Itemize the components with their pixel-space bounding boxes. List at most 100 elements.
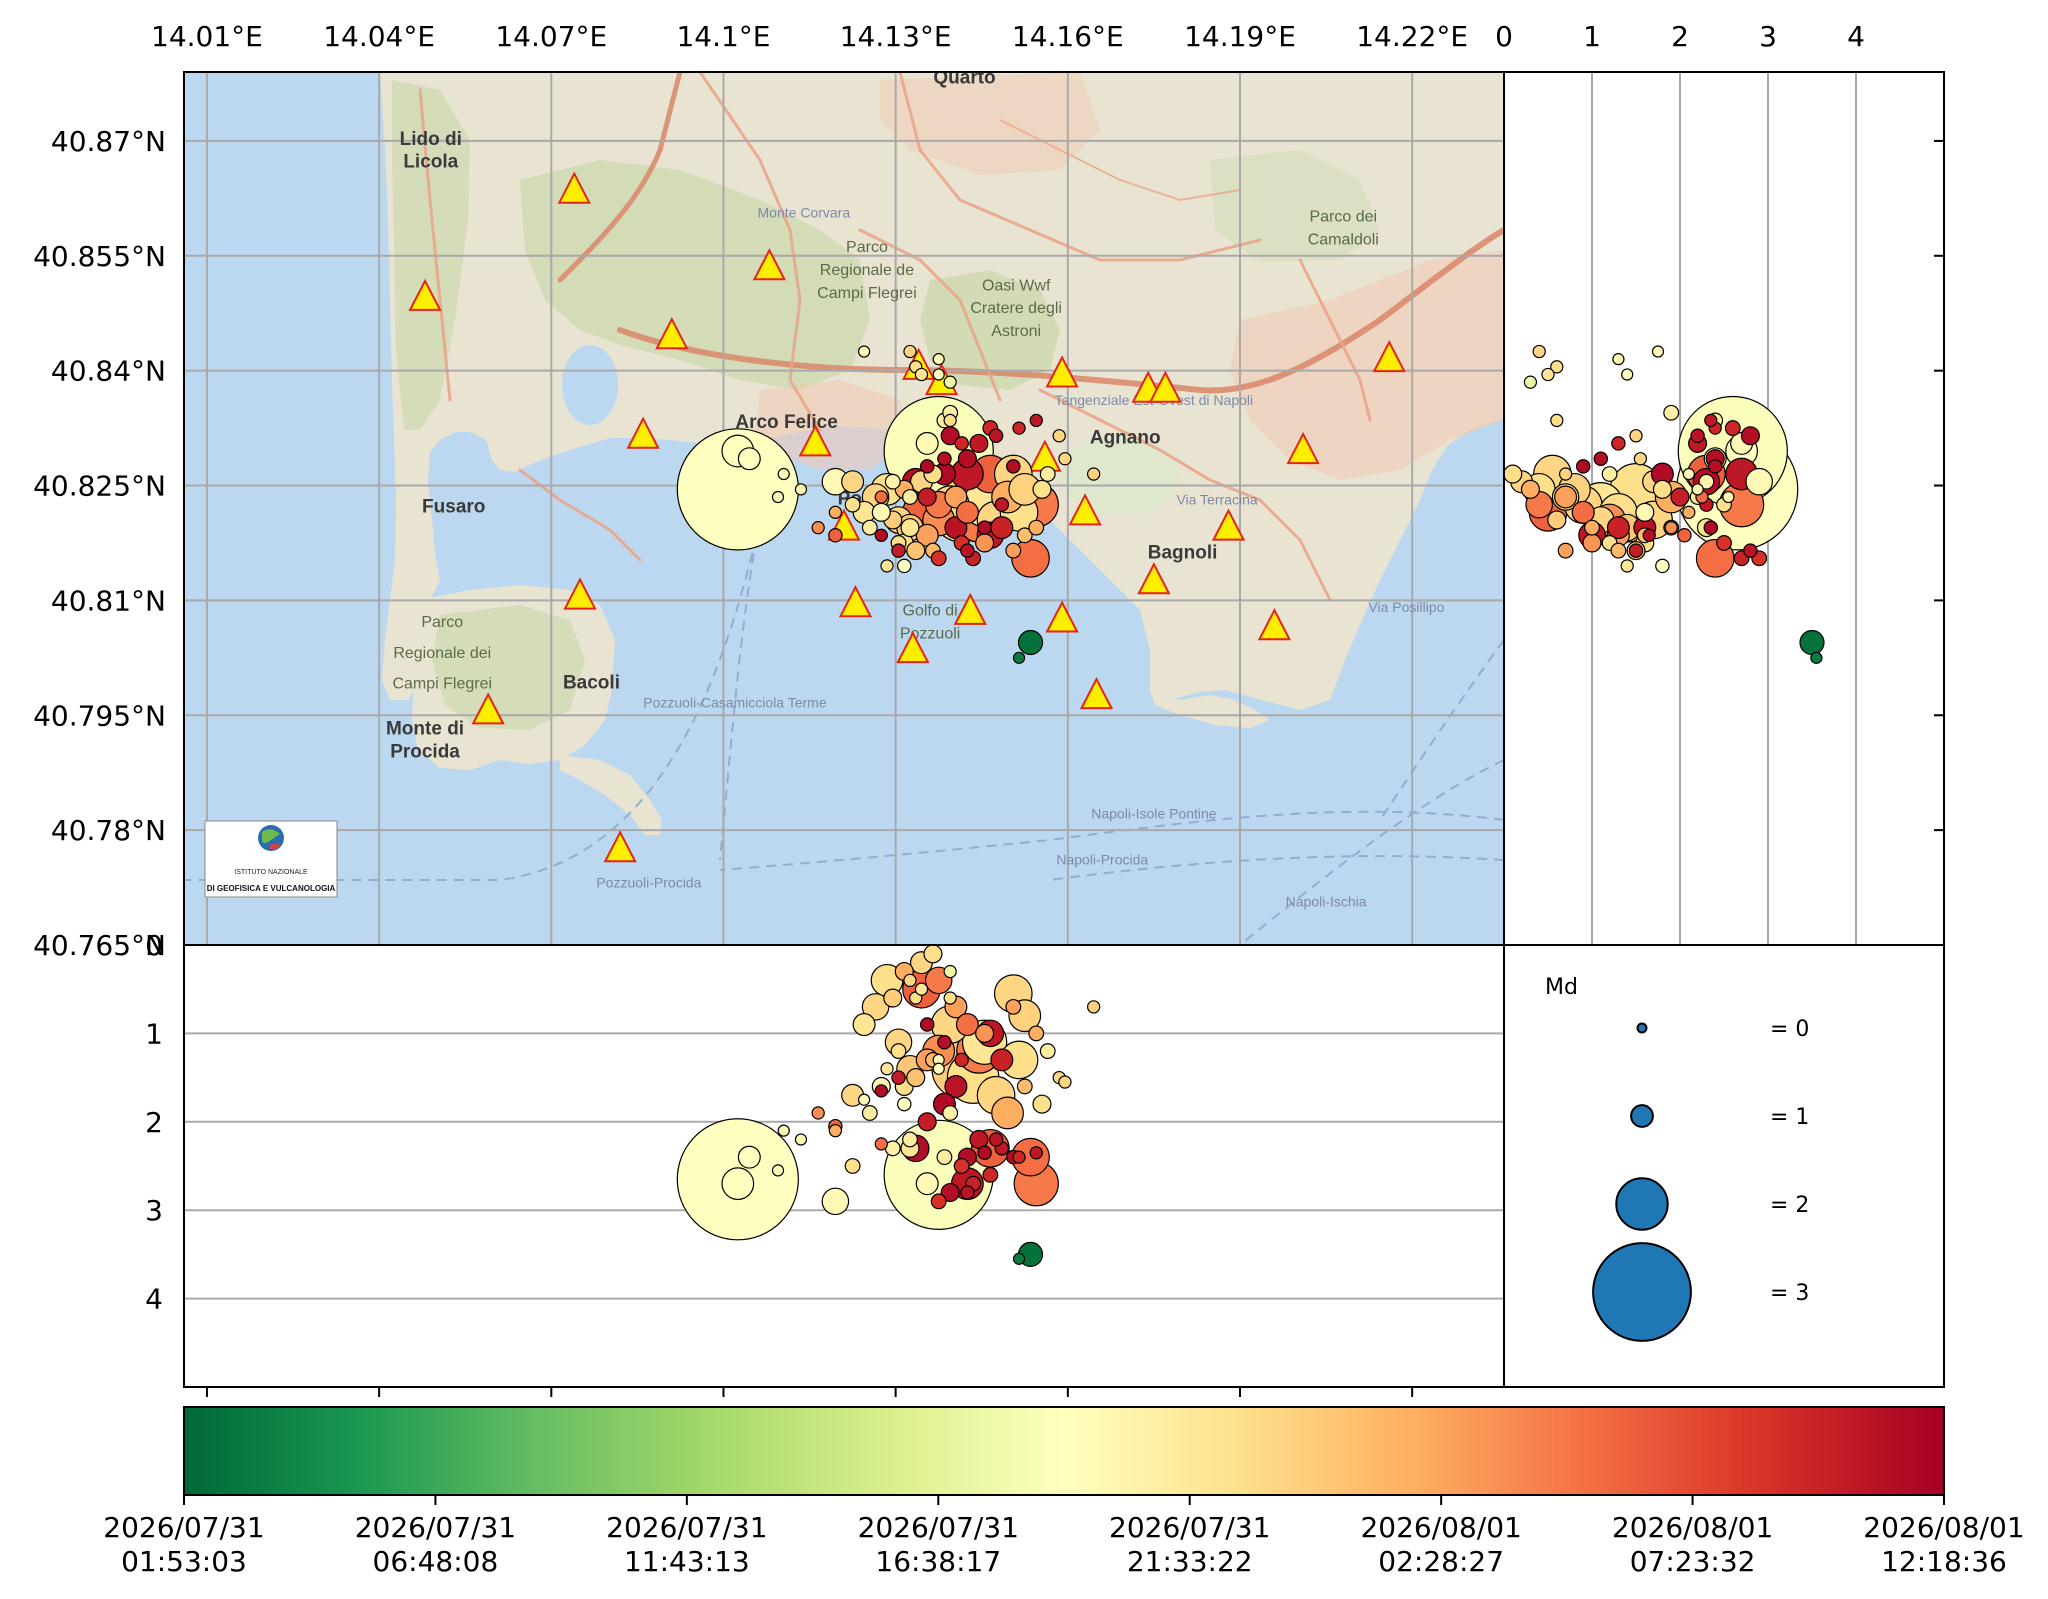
event-lat-depth bbox=[1670, 487, 1690, 507]
event-lon-depth bbox=[737, 1145, 761, 1169]
station-triangle bbox=[838, 585, 873, 618]
event-epicenter bbox=[1005, 542, 1022, 559]
event-lat-depth bbox=[1523, 375, 1538, 389]
event-epicenter bbox=[903, 344, 917, 359]
place-label: Parco bbox=[421, 614, 463, 631]
colorbar-date: 2026/07/31 bbox=[606, 1511, 767, 1544]
right-depth-label: 0 bbox=[1495, 20, 1513, 53]
event-lon-depth bbox=[890, 1043, 907, 1060]
legend-circle bbox=[1636, 1022, 1648, 1034]
event-lon-depth bbox=[937, 1034, 952, 1050]
event-lon-depth bbox=[721, 1167, 755, 1201]
event-lon-depth bbox=[1029, 1146, 1043, 1160]
place-label: Napoli-Isole Pontine bbox=[1091, 806, 1217, 822]
event-lat-depth bbox=[1612, 353, 1625, 366]
event-epicenter bbox=[880, 559, 894, 573]
bottom-depth-tick-labels: 0 1 2 3 4 bbox=[145, 929, 1414, 1397]
event-lat-depth bbox=[1722, 490, 1735, 504]
event-lon-depth bbox=[1028, 1025, 1045, 1042]
event-lat-depth bbox=[1541, 367, 1555, 382]
station-triangle bbox=[471, 692, 505, 725]
event-epicenter bbox=[969, 433, 989, 453]
lon-tick-label: 14.16°E bbox=[1012, 20, 1124, 53]
event-lat-depth bbox=[1628, 543, 1644, 558]
camaldoli-park bbox=[1210, 150, 1380, 262]
event-lon-depth bbox=[897, 1096, 912, 1112]
event-lat-depth bbox=[1663, 404, 1680, 421]
colorbar-time: 16:38:17 bbox=[875, 1545, 1001, 1578]
legend-label: = 0 bbox=[1770, 1017, 1809, 1042]
place-label: Monte Corvara bbox=[758, 205, 851, 221]
bottom-depth-label: 0 bbox=[145, 929, 163, 962]
event-lon-depth bbox=[955, 1013, 979, 1037]
station-triangle bbox=[1286, 431, 1320, 465]
event-lat-depth bbox=[1690, 428, 1705, 444]
magnitude-legend: Md = 0 = 1 = 2 = 3 bbox=[1503, 944, 1945, 1388]
event-lon-depth bbox=[942, 1105, 959, 1121]
event-epicenter bbox=[994, 497, 1010, 512]
station-triangle bbox=[1137, 562, 1171, 595]
event-epicenter bbox=[954, 436, 969, 451]
place-label: Fusaro bbox=[422, 496, 485, 517]
event-lon-depth bbox=[975, 1023, 995, 1043]
place-label: Regionale de bbox=[820, 262, 914, 279]
event-epicenter bbox=[1039, 466, 1056, 482]
event-epicenter bbox=[777, 467, 790, 481]
lon-tick-label: 14.04°E bbox=[323, 20, 435, 53]
pozzuoli-urban bbox=[755, 380, 910, 470]
event-lon-depth bbox=[906, 1068, 926, 1088]
right-section-events bbox=[1504, 344, 1825, 664]
event-epicenter bbox=[906, 541, 926, 561]
event-lon-depth bbox=[874, 1137, 888, 1151]
event-lat-depth bbox=[1584, 519, 1600, 536]
event-lon-depth bbox=[1016, 1078, 1033, 1095]
event-epicenter bbox=[990, 516, 1014, 540]
event-lat-depth bbox=[1698, 473, 1715, 490]
place-label: Parco bbox=[846, 239, 888, 256]
station-triangle bbox=[408, 278, 442, 311]
colorbar-time: 21:33:22 bbox=[1127, 1545, 1253, 1578]
colorbar-date: 2026/07/31 bbox=[1109, 1511, 1270, 1544]
event-lat-depth bbox=[1704, 413, 1718, 428]
event-lat-depth bbox=[1550, 413, 1564, 428]
event-lon-depth bbox=[953, 1158, 970, 1174]
event-lat-depth bbox=[1558, 467, 1573, 481]
event-lon-depth bbox=[940, 1182, 960, 1203]
event-epicenter bbox=[811, 520, 825, 535]
event-lat-depth bbox=[1677, 528, 1692, 543]
colorbar-time: 07:23:32 bbox=[1630, 1545, 1756, 1578]
event-epicenter bbox=[932, 353, 945, 366]
event-lat-depth bbox=[1620, 559, 1634, 573]
event-epicenter bbox=[1052, 429, 1066, 443]
event-lon-depth bbox=[988, 1132, 1004, 1147]
event-epicenter bbox=[915, 431, 939, 455]
event-lon-depth bbox=[874, 1084, 888, 1098]
epicenter-events bbox=[676, 344, 1101, 664]
event-epicenter bbox=[844, 496, 861, 513]
event-lat-depth bbox=[1703, 520, 1719, 535]
event-epicenter bbox=[919, 459, 935, 474]
right-depth-label: 4 bbox=[1847, 20, 1865, 53]
event-epicenter bbox=[841, 470, 865, 494]
colorbar-date: 2026/08/01 bbox=[1863, 1511, 2024, 1544]
place-label: Procida bbox=[390, 741, 460, 762]
colorbar-date: 2026/08/01 bbox=[1360, 1511, 1521, 1544]
event-epicenter bbox=[932, 368, 945, 381]
event-epicenter bbox=[902, 489, 918, 505]
event-epicenter bbox=[897, 558, 912, 574]
station-triangle bbox=[752, 248, 787, 281]
place-label: Agnano bbox=[1090, 427, 1161, 448]
event-epicenter bbox=[1029, 413, 1043, 428]
event-lat-depth bbox=[1642, 528, 1656, 542]
colorbar-date: 2026/08/01 bbox=[1612, 1511, 1773, 1544]
event-lat-depth bbox=[1582, 533, 1602, 553]
lon-tick-label: 14.13°E bbox=[840, 20, 952, 53]
event-epicenter bbox=[828, 528, 843, 543]
event-lat-depth bbox=[1504, 464, 1523, 484]
event-lon-depth bbox=[902, 1131, 918, 1148]
colorbar-date: 2026/07/31 bbox=[103, 1511, 264, 1544]
legend-circle bbox=[1630, 1104, 1654, 1128]
place-label: Lido di bbox=[400, 129, 462, 150]
event-lon-depth bbox=[891, 1070, 906, 1085]
